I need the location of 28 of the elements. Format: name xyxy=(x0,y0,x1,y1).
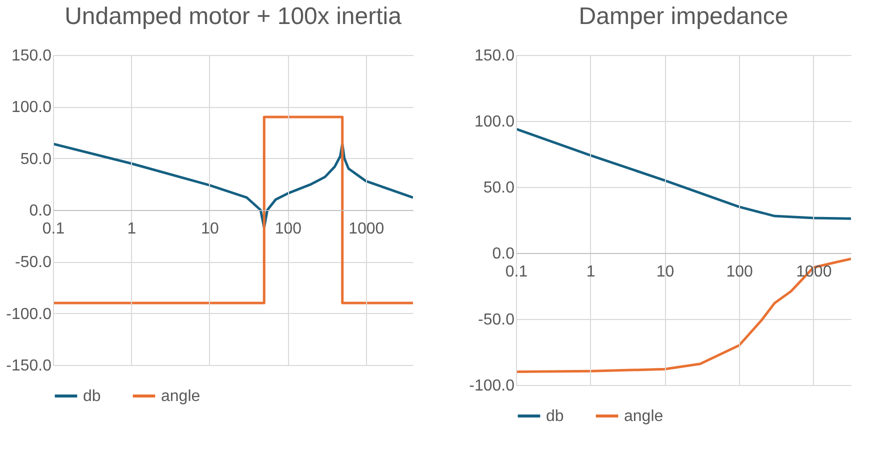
y-tick-label: 50.0 xyxy=(483,180,515,196)
y-tick-label: -100.0 xyxy=(6,306,52,323)
x-tick-label: 100 xyxy=(726,264,754,280)
chart-title: Damper impedance xyxy=(578,3,788,30)
legend-label: db xyxy=(546,408,564,425)
legend-label: db xyxy=(83,388,101,405)
x-tick-label: 1 xyxy=(127,220,136,238)
legend-label: angle xyxy=(161,388,200,405)
y-tick-label: -50.0 xyxy=(478,312,515,328)
y-tick-label: 100.0 xyxy=(11,99,52,116)
x-tick-label: 10 xyxy=(201,220,219,238)
y-tick-label: -50.0 xyxy=(15,254,52,272)
y-tick-label: 0.0 xyxy=(29,202,52,220)
x-tick-label: 1 xyxy=(586,264,596,280)
y-tick-label: 50.0 xyxy=(20,150,52,168)
x-tick-label: 1000 xyxy=(348,220,384,238)
y-tick-label: -100.0 xyxy=(469,378,515,394)
y-tick-label: 150.0 xyxy=(11,48,52,64)
x-tick-label: 10 xyxy=(656,264,674,280)
x-tick-label: 100 xyxy=(274,220,302,238)
y-tick-label: 0.0 xyxy=(492,246,515,262)
x-tick-label: 0.1 xyxy=(42,220,65,238)
y-tick-label: 150.0 xyxy=(474,48,515,64)
chart-title: Undamped motor + 100x inertia xyxy=(64,3,402,30)
y-tick-label: -150.0 xyxy=(6,358,52,374)
legend-label: angle xyxy=(624,408,664,425)
x-tick-label: 0.1 xyxy=(505,264,528,280)
y-tick-label: 100.0 xyxy=(474,114,515,130)
